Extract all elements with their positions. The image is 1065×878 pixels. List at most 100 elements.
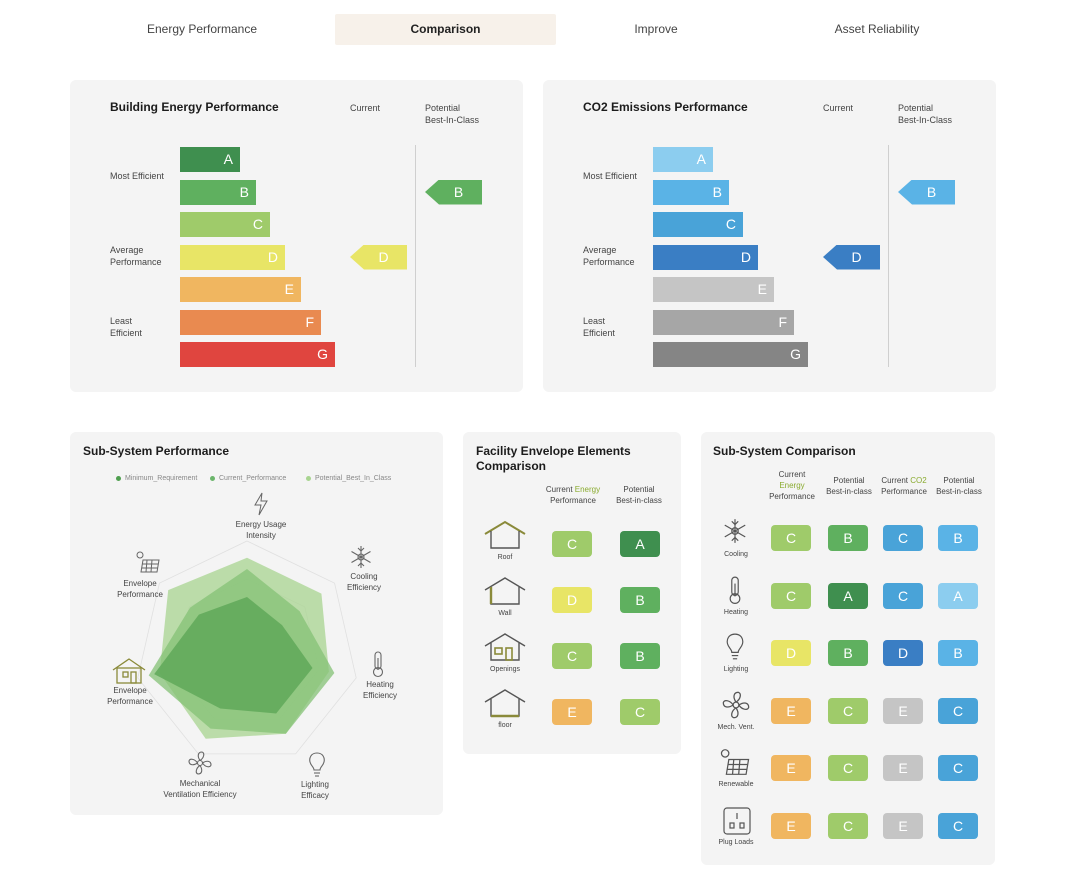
- floor-icon: [484, 689, 526, 718]
- current-rating-chip: C: [552, 531, 592, 557]
- tab-comparison[interactable]: Comparison: [335, 14, 556, 45]
- current-column-header: Current: [823, 103, 854, 113]
- fan-icon: [188, 751, 212, 775]
- snowflake-icon: [724, 519, 746, 543]
- legend-minimum-requirement: Minimum_Requirement: [116, 474, 197, 483]
- comparison-header-3: Potential Best-in-class: [936, 476, 982, 496]
- comparison-label-heating: Heating: [723, 608, 749, 616]
- envelope-label-wall: Wall: [498, 610, 512, 617]
- tab-asset-reliability[interactable]: Asset Reliability: [834, 22, 920, 36]
- current-column-header: Current: [350, 103, 381, 113]
- comparison-chip: C: [828, 813, 868, 839]
- comparison-chip: C: [938, 697, 978, 724]
- comparison-chip: E: [771, 813, 811, 839]
- wall-icon: [484, 577, 526, 605]
- solar-panel-icon: [720, 749, 750, 776]
- solar-panel-icon: [136, 551, 160, 573]
- comparison-chip: E: [771, 697, 811, 724]
- rating-bar-a: A: [180, 147, 240, 172]
- comparison-chip: C: [938, 813, 978, 839]
- panel-title: Sub-System Performance: [83, 444, 230, 458]
- potential-rating-chip: A: [620, 531, 660, 557]
- envelope-label-floor: floor: [498, 722, 512, 729]
- least-efficient-label: Least Efficient: [110, 316, 142, 338]
- comparison-chip: E: [883, 755, 923, 782]
- panel-title: Sub-System Comparison: [713, 444, 856, 458]
- radar-series-minimum-requirement: [154, 597, 313, 714]
- comparison-header-2: Current CO2 Performance: [881, 476, 927, 496]
- openings-icon: [484, 633, 526, 661]
- comparison-chip: C: [938, 755, 978, 782]
- axis-label-cooling-efficiency: Cooling Efficiency: [346, 572, 382, 592]
- legend-current-performance: Current_Performance: [210, 474, 286, 483]
- sub-system-performance-panel: Sub-System Performance Minimum_Requireme…: [70, 432, 443, 815]
- radar-chart: [137, 540, 357, 755]
- sub-system-comparison-panel: Sub-System Comparison Current Energy Per…: [701, 432, 995, 865]
- tab-bar: Energy Performance Comparison Improve As…: [0, 0, 1065, 58]
- current-rating-arrow: D: [350, 244, 407, 270]
- comparison-header-1: Potential Best-in-class: [826, 476, 872, 496]
- rating-bar-d: D: [653, 244, 758, 270]
- lightning-icon: [254, 492, 268, 516]
- comparison-chip: C: [828, 755, 868, 782]
- average-performance-label: Average Performance: [583, 245, 635, 267]
- radar-grid-ring: [137, 540, 357, 755]
- comparison-chip: C: [883, 582, 923, 609]
- current-rating-arrow: D: [823, 244, 880, 270]
- potential-rating-chip: C: [620, 699, 660, 725]
- current-rating-chip: D: [552, 587, 592, 613]
- comparison-header-0: Current Energy Performance: [769, 470, 815, 501]
- potential-rating-arrow: B: [425, 179, 482, 205]
- facility-envelope-panel: Facility Envelope Elements Comparison Cu…: [463, 432, 681, 754]
- least-efficient-label: Least Efficient: [583, 316, 615, 338]
- rating-bar-b: B: [653, 179, 729, 205]
- comparison-label-renewable: Renewable: [718, 781, 754, 789]
- comparison-chip: E: [883, 813, 923, 839]
- rating-bar-c: C: [653, 212, 743, 237]
- comparison-chip: E: [883, 697, 923, 724]
- panel-title: Building Energy Performance: [110, 100, 279, 114]
- comparison-label-mech-vent-: Mech. Vent.: [717, 723, 755, 731]
- comparison-chip: B: [938, 525, 978, 551]
- comparison-label-plug-loads: Plug Loads: [718, 839, 754, 846]
- comparison-chip: D: [771, 640, 811, 667]
- comparison-chip: C: [828, 697, 868, 724]
- comparison-chip: D: [883, 640, 923, 667]
- rating-bar-e: E: [653, 277, 774, 302]
- house-icon: [112, 658, 146, 684]
- legend-potential-best-in-class: Potential_Best_In_Class: [306, 474, 391, 483]
- tab-energy-performance[interactable]: Energy Performance: [146, 22, 258, 36]
- rating-bar-b: B: [180, 179, 256, 205]
- axis-label-envelope-performance-2: Envelope Performance: [117, 579, 163, 599]
- axis-label-lighting-efficacy: Lighting Efficacy: [300, 780, 330, 800]
- axis-label-heating-efficiency: Heating Efficiency: [362, 680, 398, 700]
- rating-bar-g: G: [653, 342, 808, 367]
- rating-bar-f: F: [653, 309, 794, 335]
- panel-title: Facility Envelope Elements Comparison: [476, 444, 631, 473]
- rating-bar-f: F: [180, 309, 321, 335]
- tab-improve[interactable]: Improve: [634, 22, 678, 36]
- comparison-chip: A: [938, 582, 978, 609]
- panel-title: CO2 Emissions Performance: [583, 100, 748, 114]
- comparison-chip: C: [771, 525, 811, 551]
- current-rating-chip: E: [552, 699, 592, 725]
- envelope-label-openings: Openings: [490, 666, 520, 673]
- axis-label-mechanical-ventilation-efficiency: Mechanical Ventilation Efficiency: [163, 779, 237, 799]
- comparison-chip: E: [771, 755, 811, 782]
- roof-icon: [484, 520, 526, 549]
- lightbulb-icon: [726, 633, 744, 660]
- comparison-chip: B: [938, 640, 978, 667]
- comparison-chip: B: [828, 525, 868, 551]
- comparison-chip: A: [828, 582, 868, 609]
- axis-label-envelope-performance: Envelope Performance: [107, 686, 153, 706]
- thermometer-icon: [372, 651, 384, 678]
- rating-bar-e: E: [180, 277, 301, 302]
- snowflake-icon: [351, 546, 371, 568]
- envelope-label-roof: Roof: [497, 554, 513, 561]
- comparison-label-cooling: Cooling: [724, 551, 748, 558]
- current-rating-chip: C: [552, 643, 592, 669]
- building-energy-performance-panel: Building Energy Performance Current Pote…: [70, 80, 523, 392]
- column-divider: [415, 145, 416, 367]
- most-efficient-label: Most Efficient: [110, 171, 164, 181]
- potential-best-in-class-header: Potential Best-in-class: [616, 485, 662, 505]
